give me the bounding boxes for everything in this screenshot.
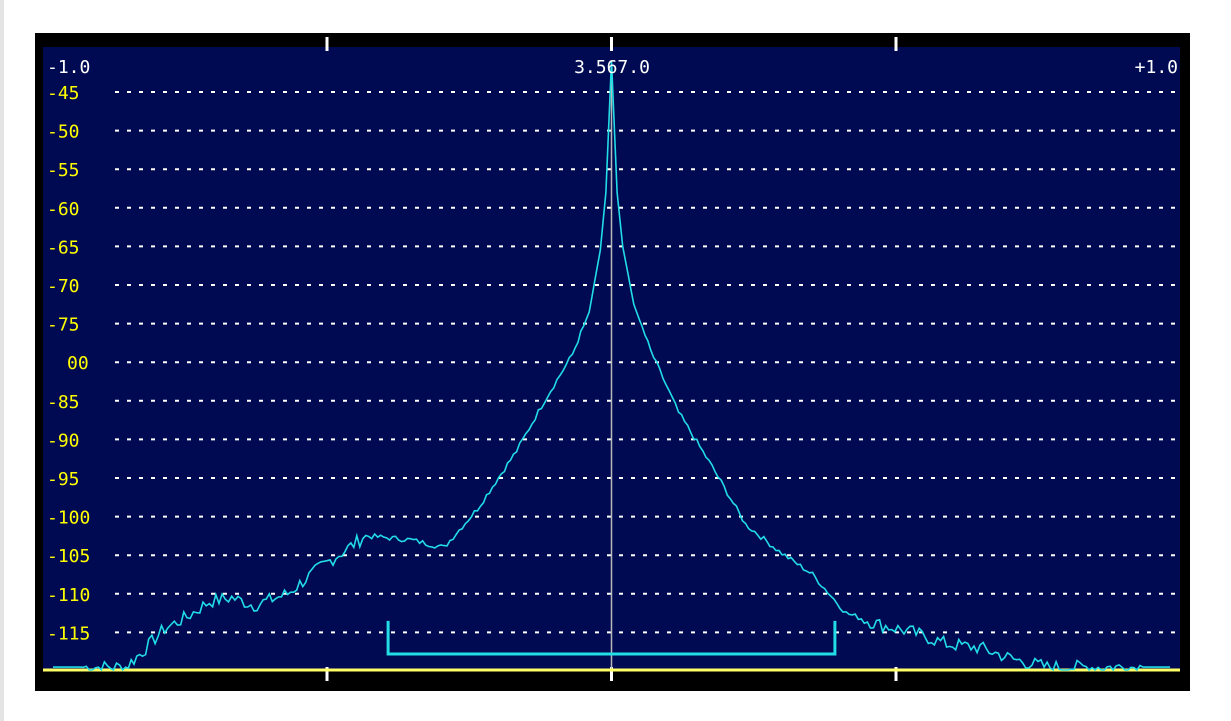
db-scale-label: -70 [47, 276, 80, 297]
db-scale-label: 00 [67, 353, 89, 374]
filter-passband-bracket[interactable] [386, 620, 837, 656]
db-scale-label: -100 [47, 508, 90, 529]
left-offset-label: -1.0 [47, 57, 90, 78]
spectrum-scope[interactable]: -45 -50 -55 -60 -65 -70 -75 00 -85 -90 -95 -100 -105… [35, 33, 1190, 691]
db-scale-label: -115 [47, 623, 90, 644]
db-scale-label: -95 [47, 469, 80, 490]
center-frequency-label: 3.567.0 [574, 57, 650, 78]
db-scale-label: -75 [47, 315, 80, 336]
spectrum-plot[interactable]: -45 -50 -55 -60 -65 -70 -75 00 -85 -90 -95 -100 -105… [35, 33, 1190, 691]
db-scale: -45 -50 -55 -60 -65 -70 -75 00 -85 -90 -95 -100 -105… [47, 83, 90, 644]
db-scale-label: -90 [47, 430, 80, 451]
db-scale-label: -65 [47, 237, 80, 258]
db-scale-label: -50 [47, 122, 80, 143]
db-scale-label: -45 [47, 83, 80, 104]
db-scale-label: -55 [47, 160, 80, 181]
db-scale-label: -60 [47, 199, 80, 220]
spectrum-trace [53, 61, 1170, 672]
db-scale-label: -105 [47, 546, 90, 567]
db-scale-label: -85 [47, 392, 80, 413]
right-offset-label: +1.0 [1135, 57, 1178, 78]
db-scale-label: -110 [47, 585, 90, 606]
window-left-edge [0, 0, 4, 721]
db-gridlines [115, 91, 1176, 634]
